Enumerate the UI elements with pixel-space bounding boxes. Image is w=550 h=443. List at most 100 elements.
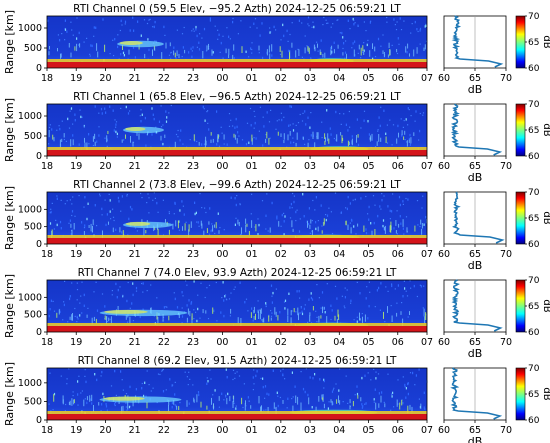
noise-speckle [347, 129, 349, 132]
noise-speckle [81, 390, 83, 392]
noise-speckle [173, 46, 175, 49]
noise-streak [86, 314, 88, 318]
noise-streak [388, 42, 390, 48]
noise-speckle [202, 105, 204, 109]
x-tick-label: 18 [41, 425, 53, 436]
noise-speckle [199, 317, 201, 319]
noise-streak [260, 406, 262, 412]
noise-speckle [116, 296, 118, 299]
noise-speckle [293, 195, 295, 197]
noise-speckle [302, 112, 304, 114]
noise-streak [261, 405, 262, 413]
noise-speckle [88, 143, 90, 145]
noise-speckle [59, 127, 61, 131]
noise-speckle [234, 223, 236, 226]
noise-streak [143, 228, 145, 236]
noise-speckle [258, 52, 260, 54]
noise-speckle [262, 377, 264, 380]
noise-streak [290, 317, 292, 325]
noise-speckle [236, 125, 238, 129]
noise-speckle [129, 205, 132, 209]
noise-streak [327, 133, 329, 142]
noise-speckle [259, 106, 261, 108]
noise-speckle [282, 368, 284, 370]
noise-streak [117, 306, 119, 313]
noise-speckle [395, 29, 398, 31]
noise-speckle [347, 402, 349, 404]
noise-speckle [332, 23, 334, 25]
noise-streak [374, 229, 376, 236]
noise-speckle [403, 20, 405, 22]
noise-speckle [58, 125, 60, 127]
noise-speckle [365, 402, 367, 405]
channel-panel: RTI Channel 0 (59.5 Elev, −95.2 Azth) 20… [3, 3, 550, 96]
noise-speckle [349, 202, 351, 205]
noise-speckle [125, 393, 128, 395]
noise-speckle [234, 377, 236, 379]
x-tick-label: 02 [275, 161, 287, 172]
colorbar-tick-label: 65 [528, 38, 539, 48]
x-tick-label: 07 [421, 161, 433, 172]
colorbar-tick-label: 60 [528, 64, 540, 74]
noise-streak [424, 316, 426, 324]
noise-speckle [255, 137, 257, 140]
noise-streak [200, 220, 202, 226]
noise-streak [178, 406, 180, 410]
noise-speckle [402, 126, 404, 128]
noise-speckle [195, 25, 197, 29]
noise-speckle [234, 286, 236, 288]
noise-speckle [265, 409, 267, 411]
noise-speckle [264, 397, 266, 399]
noise-streak [314, 46, 316, 52]
y-tick-label: 0 [36, 63, 42, 74]
x-tick-label: 19 [70, 425, 82, 436]
noise-speckle [289, 206, 291, 209]
noise-streak [69, 316, 71, 320]
noise-streak [314, 142, 316, 148]
noise-speckle [50, 208, 52, 210]
noise-streak [309, 312, 311, 316]
noise-streak [218, 230, 220, 234]
noise-speckle [265, 302, 267, 305]
noise-speckle [419, 29, 421, 32]
noise-speckle [129, 110, 131, 112]
noise-speckle [86, 217, 88, 221]
y-tick-label: 0 [36, 151, 42, 162]
noise-streak [390, 225, 392, 233]
noise-streak [383, 311, 384, 319]
noise-speckle [141, 387, 143, 390]
noise-speckle [142, 291, 144, 293]
profile-line [451, 279, 503, 332]
noise-speckle [209, 369, 211, 371]
noise-streak [245, 400, 246, 405]
noise-streak [369, 50, 371, 57]
plot-frame [46, 279, 428, 333]
x-tick-label: 22 [158, 337, 170, 348]
noise-speckle [391, 210, 393, 213]
noise-speckle [262, 56, 264, 60]
noise-speckle [323, 387, 325, 389]
noise-speckle [189, 378, 191, 380]
x-tick-label: 23 [187, 161, 199, 172]
noise-streak [389, 49, 391, 56]
noise-speckle [269, 137, 271, 139]
noise-streak [287, 308, 289, 316]
noise-speckle [305, 123, 307, 126]
noise-streak [86, 396, 88, 401]
noise-speckle [365, 228, 367, 231]
noise-streak [345, 220, 347, 225]
noise-speckle [87, 202, 89, 205]
noise-speckle [263, 409, 265, 411]
noise-speckle [347, 19, 349, 22]
noise-speckle [382, 219, 385, 222]
noise-speckle [199, 33, 201, 35]
noise-streak [98, 402, 100, 406]
profile-x-tick-label: 70 [500, 425, 512, 436]
noise-speckle [280, 39, 282, 41]
noise-speckle [310, 292, 312, 295]
noise-speckle [201, 143, 203, 146]
noise-streak [352, 401, 354, 407]
noise-streak [420, 219, 422, 225]
plot-frame [46, 15, 428, 69]
noise-speckle [129, 385, 131, 389]
